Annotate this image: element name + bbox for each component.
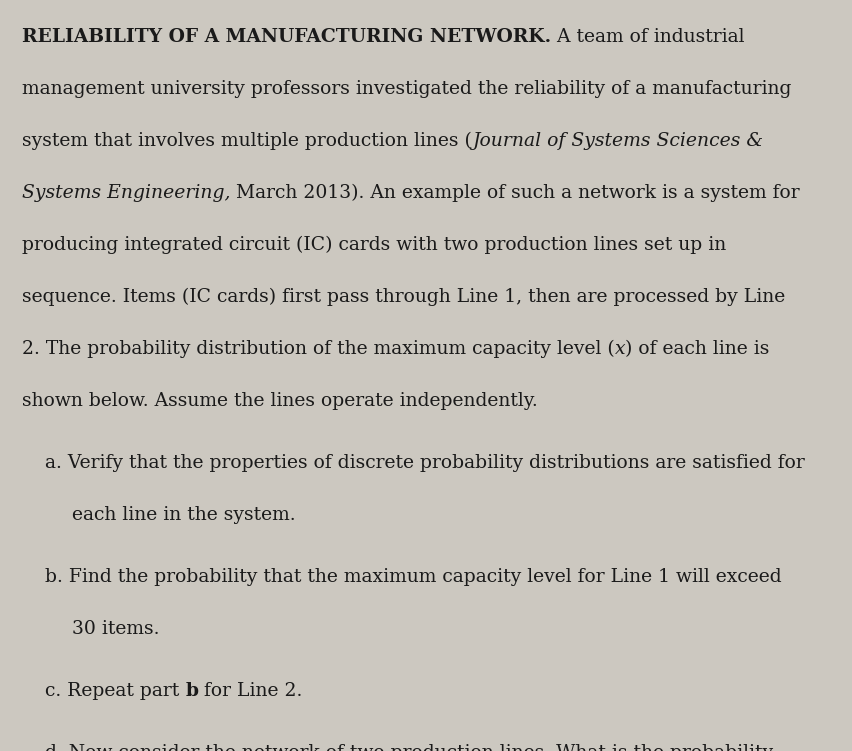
Text: d. Now consider the network of two production lines. What is the probability: d. Now consider the network of two produ… bbox=[45, 744, 772, 751]
Text: Journal of Systems Sciences &: Journal of Systems Sciences & bbox=[471, 132, 762, 150]
Text: a. Verify that the properties of discrete probability distributions are satisfie: a. Verify that the properties of discret… bbox=[45, 454, 803, 472]
Text: ) of each line is: ) of each line is bbox=[625, 340, 769, 358]
Text: Systems Engineering,: Systems Engineering, bbox=[22, 184, 230, 202]
Text: management university professors investigated the reliability of a manufacturing: management university professors investi… bbox=[22, 80, 791, 98]
Text: shown below. Assume the lines operate independently.: shown below. Assume the lines operate in… bbox=[22, 392, 537, 410]
Text: b. Find the probability that the maximum capacity level for Line 1 will exceed: b. Find the probability that the maximum… bbox=[45, 568, 780, 586]
Text: b: b bbox=[185, 682, 198, 700]
Text: system that involves multiple production lines (: system that involves multiple production… bbox=[22, 132, 471, 150]
Text: x: x bbox=[614, 340, 625, 358]
Text: March 2013). An example of such a network is a system for: March 2013). An example of such a networ… bbox=[230, 184, 799, 202]
Text: for Line 2.: for Line 2. bbox=[198, 682, 302, 700]
Text: each line in the system.: each line in the system. bbox=[72, 506, 296, 524]
Text: A team of industrial: A team of industrial bbox=[550, 28, 744, 46]
Text: c. Repeat part: c. Repeat part bbox=[45, 682, 185, 700]
Text: sequence. Items (IC cards) first pass through Line 1, then are processed by Line: sequence. Items (IC cards) first pass th… bbox=[22, 288, 785, 306]
Text: 30 items.: 30 items. bbox=[72, 620, 159, 638]
Text: RELIABILITY OF A MANUFACTURING NETWORK.: RELIABILITY OF A MANUFACTURING NETWORK. bbox=[22, 28, 550, 46]
Text: 2. The probability distribution of the maximum capacity level (: 2. The probability distribution of the m… bbox=[22, 340, 614, 358]
Text: producing integrated circuit (IC) cards with two production lines set up in: producing integrated circuit (IC) cards … bbox=[22, 236, 725, 255]
